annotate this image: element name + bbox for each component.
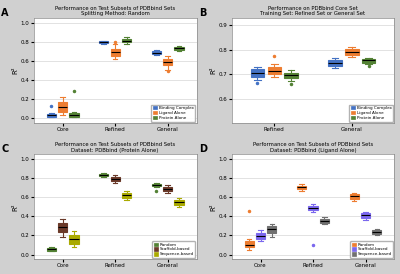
- PathPatch shape: [122, 193, 131, 198]
- PathPatch shape: [152, 52, 161, 54]
- PathPatch shape: [47, 114, 56, 117]
- PathPatch shape: [268, 67, 281, 74]
- Text: B: B: [199, 8, 206, 18]
- PathPatch shape: [361, 213, 370, 218]
- PathPatch shape: [122, 39, 131, 42]
- PathPatch shape: [350, 195, 359, 199]
- Text: A: A: [1, 8, 9, 18]
- PathPatch shape: [110, 48, 120, 56]
- PathPatch shape: [372, 230, 382, 234]
- PathPatch shape: [308, 206, 318, 210]
- PathPatch shape: [47, 248, 56, 251]
- PathPatch shape: [99, 174, 108, 176]
- PathPatch shape: [70, 113, 78, 117]
- PathPatch shape: [345, 48, 358, 55]
- Y-axis label: R²: R²: [210, 203, 216, 211]
- Title: Performance on Test Subsets of PDBbind Sets
Dataset: PDBbind (Protein Alone): Performance on Test Subsets of PDBbind S…: [55, 142, 175, 153]
- Title: Performance on Test Subsets of PDBbind Sets
Splitting Method: Random: Performance on Test Subsets of PDBbind S…: [55, 5, 175, 16]
- PathPatch shape: [251, 69, 264, 77]
- Y-axis label: R²: R²: [12, 203, 18, 211]
- Text: C: C: [1, 144, 8, 154]
- PathPatch shape: [320, 219, 329, 223]
- Legend: Random, Scaffold-based, Sequence-based: Random, Scaffold-based, Sequence-based: [152, 241, 195, 258]
- PathPatch shape: [256, 233, 265, 239]
- PathPatch shape: [297, 186, 306, 189]
- PathPatch shape: [328, 60, 342, 66]
- Title: Performance on PDBbind Core Set
Training Set: Refined Set or General Set: Performance on PDBbind Core Set Training…: [260, 5, 366, 16]
- PathPatch shape: [245, 241, 254, 247]
- PathPatch shape: [110, 177, 120, 181]
- PathPatch shape: [284, 73, 298, 78]
- PathPatch shape: [163, 187, 172, 191]
- Legend: Binding Complex, Ligand Alone, Protein Alone: Binding Complex, Ligand Alone, Protein A…: [349, 105, 393, 122]
- PathPatch shape: [174, 47, 184, 50]
- PathPatch shape: [58, 102, 67, 113]
- PathPatch shape: [267, 226, 276, 233]
- Y-axis label: R²: R²: [12, 67, 18, 74]
- Title: Performance on Test Subsets of PDBbind Sets
Dataset: PDBbind (Ligand Alone): Performance on Test Subsets of PDBbind S…: [253, 142, 373, 153]
- PathPatch shape: [163, 59, 172, 65]
- Legend: Binding Complex, Ligand Alone, Protein Alone: Binding Complex, Ligand Alone, Protein A…: [151, 105, 195, 122]
- PathPatch shape: [70, 235, 78, 244]
- PathPatch shape: [362, 59, 375, 62]
- Text: D: D: [199, 144, 207, 154]
- Y-axis label: R²: R²: [210, 67, 216, 74]
- PathPatch shape: [174, 200, 184, 205]
- PathPatch shape: [58, 223, 67, 232]
- PathPatch shape: [99, 41, 108, 43]
- PathPatch shape: [152, 184, 161, 186]
- Legend: Random, Scaffold-based, Sequence-based: Random, Scaffold-based, Sequence-based: [350, 241, 393, 258]
